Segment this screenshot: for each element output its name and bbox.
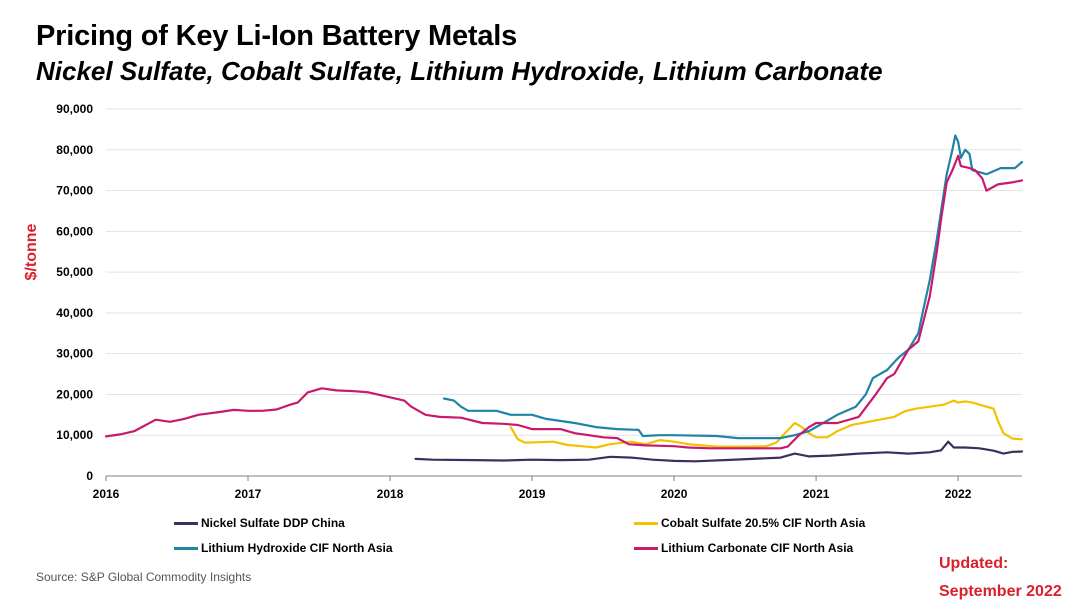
legend-label-hydroxide: Lithium Hydroxide CIF North Asia (201, 541, 393, 555)
series-line-lithium-hydroxide (442, 134, 1024, 440)
updated-line-2: September 2022 (939, 583, 1062, 600)
x-tick-label: 2016 (93, 487, 120, 501)
x-tick-label: 2019 (519, 487, 546, 501)
y-tick-label: 20,000 (56, 387, 93, 401)
legend-swatch-nickel (174, 521, 198, 525)
y-tick-label: 50,000 (56, 265, 93, 279)
source-note: Source: S&P Global Commodity Insights (36, 570, 252, 584)
series-line-nickel-sulfate (414, 440, 1024, 463)
x-tick-label: 2018 (377, 487, 404, 501)
legend-label-carbonate: Lithium Carbonate CIF North Asia (661, 541, 854, 555)
legend-label-cobalt: Cobalt Sulfate 20.5% CIF North Asia (661, 516, 866, 530)
x-tick-label: 2020 (661, 487, 688, 501)
legend-swatch-hydroxide (174, 546, 198, 550)
y-tick-label: 10,000 (56, 428, 93, 442)
series-line-cobalt-sulfate (509, 399, 1024, 449)
y-tick-label: 40,000 (56, 306, 93, 320)
chart-subtitle: Nickel Sulfate, Cobalt Sulfate, Lithium … (36, 56, 883, 86)
y-tick-label: 90,000 (56, 102, 93, 116)
gridlines (106, 108, 1022, 436)
y-tick-label: 0 (86, 469, 93, 483)
y-tick-label: 30,000 (56, 347, 93, 361)
chart-title: Pricing of Key Li-Ion Battery Metals (36, 20, 518, 52)
y-tick-label: 70,000 (56, 184, 93, 198)
x-tick-label: 2021 (803, 487, 830, 501)
legend-item-cobalt: Cobalt Sulfate 20.5% CIF North Asia (634, 516, 865, 530)
y-axis-title-text: $/tonne (23, 223, 40, 280)
series-lines (104, 134, 1024, 463)
legend-label-nickel: Nickel Sulfate DDP China (201, 516, 345, 530)
legend-item-carbonate: Lithium Carbonate CIF North Asia (634, 541, 853, 555)
y-tick-label: 80,000 (56, 143, 93, 157)
updated-note: Updated: September 2022 (939, 550, 1062, 606)
legend-item-nickel: Nickel Sulfate DDP China (174, 516, 345, 530)
x-tick-label: 2022 (945, 487, 972, 501)
series-line-lithium-carbonate (104, 154, 1024, 450)
x-tick-label: 2017 (235, 487, 262, 501)
updated-line-1: Updated: (939, 555, 1009, 572)
y-tick-label: 60,000 (56, 224, 93, 238)
y-axis-title: $/tonne (23, 223, 40, 280)
legend-item-hydroxide: Lithium Hydroxide CIF North Asia (174, 541, 393, 555)
legend-swatch-carbonate (634, 546, 658, 550)
axes: 0 10,000 20,000 30,000 40,000 50,000 60,000 70,… (56, 102, 1022, 501)
legend-swatch-cobalt (634, 521, 658, 525)
